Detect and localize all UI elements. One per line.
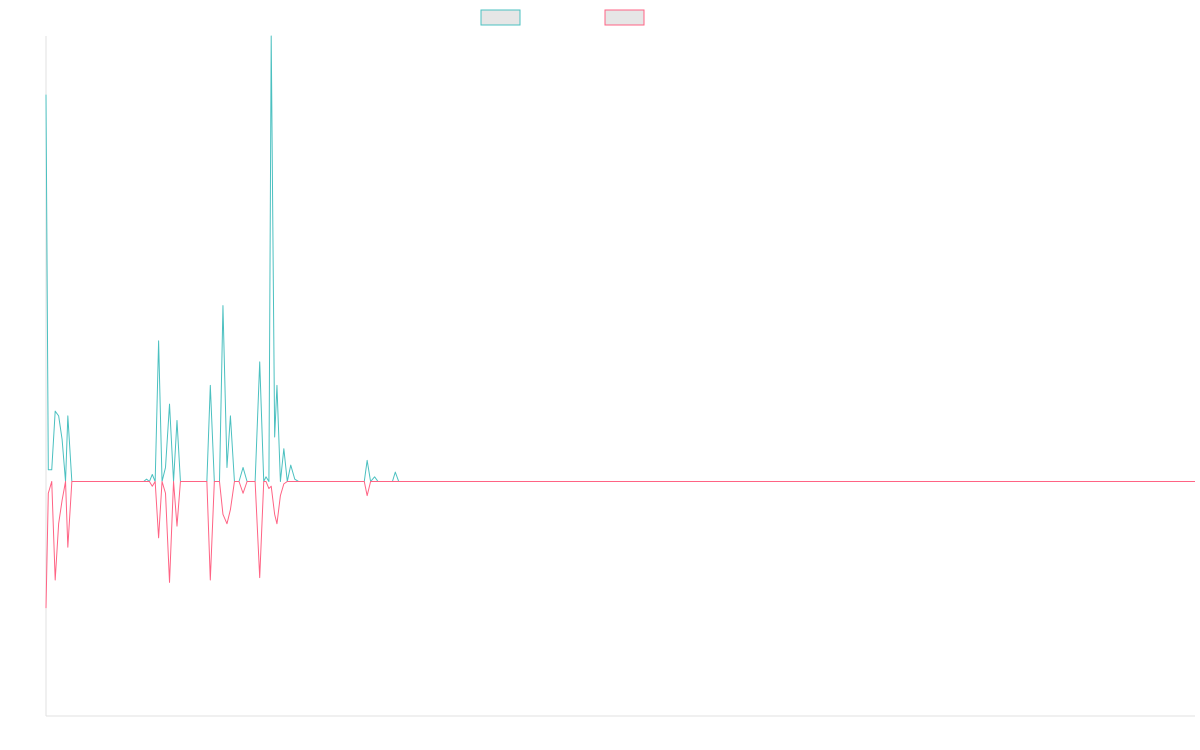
legend-swatch-2[interactable] (604, 9, 645, 26)
series-line-1 (45, 35, 1195, 483)
series-layer (45, 35, 1195, 609)
series-line-2 (45, 481, 1195, 609)
legend-swatch-1[interactable] (480, 9, 521, 26)
axes (45, 36, 1195, 717)
legend (480, 9, 645, 26)
